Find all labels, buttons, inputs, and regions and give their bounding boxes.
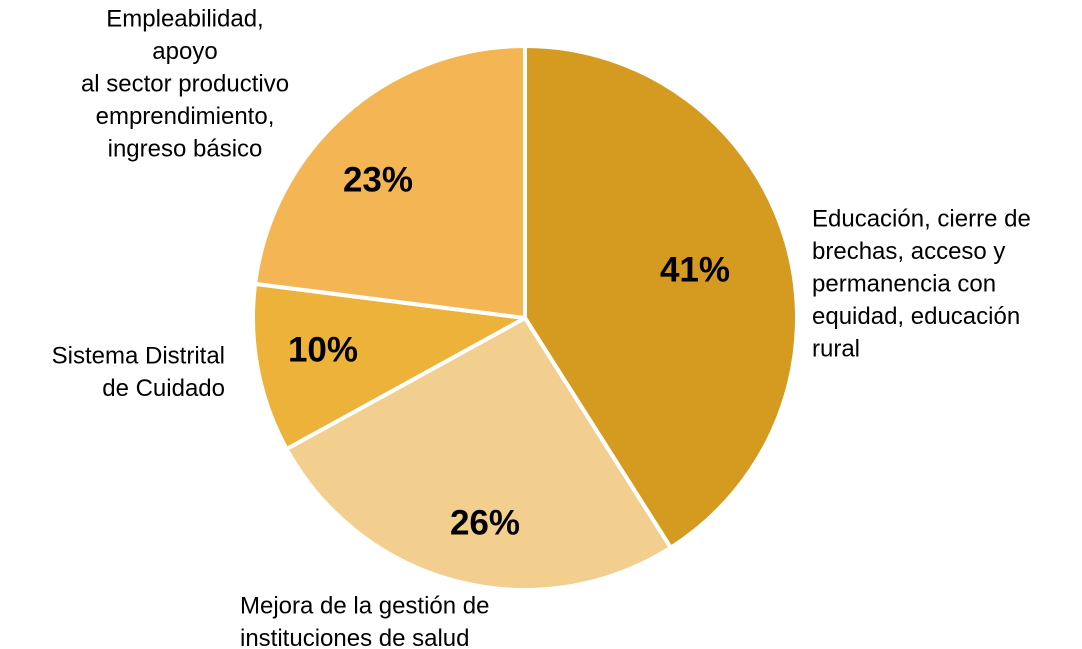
category-label: rural: [812, 335, 860, 362]
category-label: Mejora de la gestión de: [240, 592, 490, 619]
value-label: 41%: [660, 250, 730, 289]
category-label: de Cuidado: [102, 375, 225, 402]
category-label: Sistema Distrital: [52, 342, 225, 369]
category-label: al sector productivo: [81, 70, 289, 97]
category-label: emprendimiento,: [96, 103, 275, 130]
category-label: brechas, acceso y: [812, 238, 1005, 265]
category-label: ingreso básico: [108, 135, 263, 162]
category-label: Empleabilidad,: [106, 5, 263, 32]
category-label: apoyo: [152, 38, 217, 65]
category-label: instituciones de salud: [240, 625, 469, 649]
pie-slice: [253, 44, 527, 320]
category-label: Educación, cierre de: [812, 205, 1031, 232]
value-label: 10%: [288, 330, 358, 369]
value-label: 26%: [450, 503, 520, 542]
pie-slice: [284, 316, 673, 592]
category-label: equidad, educación: [812, 303, 1020, 330]
value-label: 23%: [343, 160, 413, 199]
category-label: permanencia con: [812, 270, 996, 297]
pie-slice: [251, 281, 527, 452]
